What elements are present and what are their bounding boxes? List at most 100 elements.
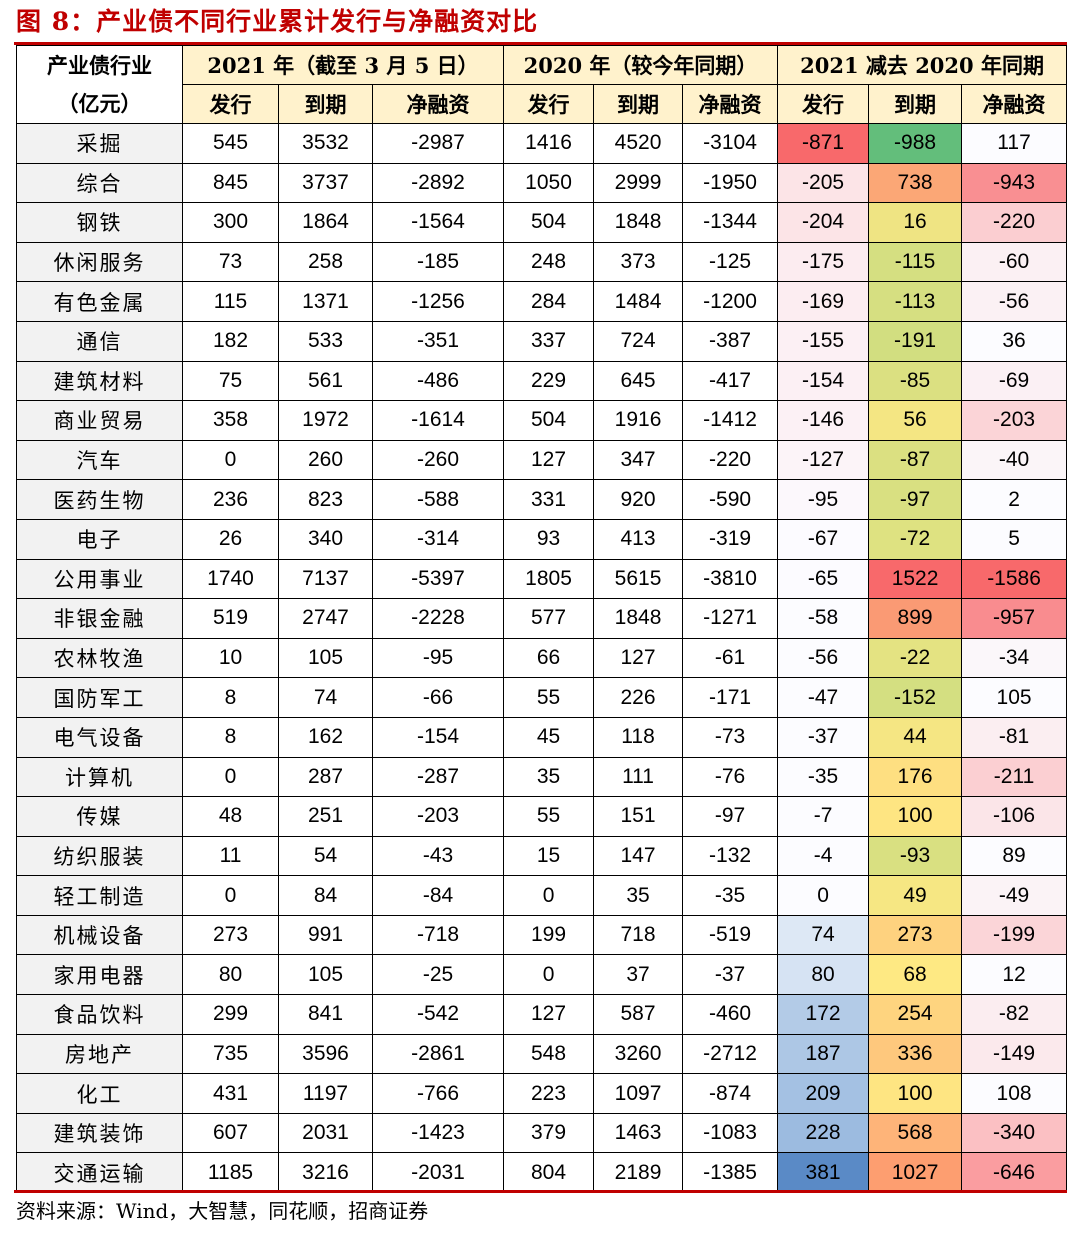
cell-net-2020: -97 [682,796,779,837]
cell-maturity-2021: 2031 [278,1112,373,1154]
cell-net-2020: -73 [682,716,779,758]
cell-issue-2021: 545 [182,123,279,164]
cell-maturity-diff: -22 [868,637,963,679]
cell-maturity-2020: 37 [593,954,684,996]
cell-issue-2021: 431 [182,1073,279,1114]
table-row: 汽车 0 260 -260 127 347 -220 -127 -87 -40 [16,439,1068,481]
cell-net-diff: -56 [961,281,1068,322]
cell-net-diff: -1586 [961,558,1068,600]
cell-maturity-2021: 340 [278,518,373,560]
cell-issue-2020: 804 [503,1152,595,1194]
cell-net-2020: -387 [682,320,779,362]
cell-maturity-2020: 1463 [593,1112,684,1154]
cell-issue-2021: 300 [182,202,279,243]
subheader-net-financing: 净融资 [682,84,779,124]
cell-maturity-diff: 568 [868,1112,963,1154]
cell-net-2021: -2892 [371,162,505,204]
cell-issue-diff: -65 [777,558,870,600]
table-row: 电子 26 340 -314 93 413 -319 -67 -72 5 [16,518,1068,560]
cell-issue-diff: -204 [777,202,870,243]
cell-issue-2021: 236 [182,479,279,520]
cell-maturity-2021: 2747 [278,598,373,639]
cell-maturity-diff: -115 [868,241,963,283]
cell-net-2021: -588 [371,479,505,520]
cell-net-2020: -519 [682,914,779,956]
table-row: 计算机 0 287 -287 35 111 -76 -35 176 -211 [16,756,1068,798]
cell-maturity-2020: 3260 [593,1033,684,1075]
cell-issue-2021: 0 [182,756,279,798]
table-row: 建筑材料 75 561 -486 229 645 -417 -154 -85 -69 [16,360,1068,402]
cell-net-2021: -5397 [371,558,505,600]
industry-name-cell: 休闲服务 [16,241,183,283]
cell-maturity-2021: 841 [278,994,373,1035]
cell-net-diff: -957 [961,598,1068,639]
cell-issue-diff: 74 [777,914,870,956]
cell-maturity-2020: 645 [593,360,684,402]
subheader-issue: 发行 [182,84,279,124]
cell-net-diff: 89 [961,835,1068,877]
cell-maturity-2020: 147 [593,835,684,877]
industry-name-cell: 轻工制造 [16,875,183,916]
cell-net-2020: -171 [682,677,779,718]
cell-issue-2021: 10 [182,637,279,679]
industry-name-cell: 电气设备 [16,716,183,758]
industry-name-cell: 国防军工 [16,677,183,718]
top-rule [14,42,1067,45]
industry-name-cell: 通信 [16,320,183,362]
cell-maturity-diff: -72 [868,518,963,560]
cell-maturity-2021: 3596 [278,1033,373,1075]
cell-net-2021: -95 [371,637,505,679]
cell-issue-2020: 284 [503,281,595,322]
cell-maturity-2021: 258 [278,241,373,283]
cell-maturity-diff: 56 [868,400,963,441]
cell-net-diff: -34 [961,637,1068,679]
industry-name-cell: 计算机 [16,756,183,798]
cell-issue-diff: 0 [777,875,870,916]
cell-maturity-2021: 533 [278,320,373,362]
cell-maturity-diff: 254 [868,994,963,1035]
industry-name-cell: 农林牧渔 [16,637,183,679]
cell-net-diff: 105 [961,677,1068,718]
table-row: 休闲服务 73 258 -185 248 373 -125 -175 -115 -60 [16,241,1068,283]
cell-net-2020: -319 [682,518,779,560]
cell-maturity-2021: 260 [278,439,373,481]
cell-net-diff: 12 [961,954,1068,996]
cell-maturity-2021: 1972 [278,400,373,441]
industry-name-cell: 食品饮料 [16,994,183,1035]
cell-net-diff: -149 [961,1033,1068,1075]
cell-issue-2021: 358 [182,400,279,441]
industry-name-cell: 综合 [16,162,183,204]
cell-net-diff: -220 [961,202,1068,243]
cell-issue-2020: 66 [503,637,595,679]
cell-net-2020: -417 [682,360,779,402]
cell-maturity-diff: -93 [868,835,963,877]
cell-maturity-diff: -191 [868,320,963,362]
cell-issue-diff: -47 [777,677,870,718]
cell-maturity-2021: 3737 [278,162,373,204]
cell-issue-2020: 0 [503,875,595,916]
cell-maturity-diff: 16 [868,202,963,243]
cell-maturity-2020: 1848 [593,598,684,639]
cell-net-2020: -220 [682,439,779,481]
subheader-maturity: 到期 [278,84,373,124]
cell-issue-diff: -205 [777,162,870,204]
cell-issue-diff: -154 [777,360,870,402]
table-row: 食品饮料 299 841 -542 127 587 -460 172 254 -82 [16,994,1068,1035]
cell-issue-2020: 127 [503,439,595,481]
cell-maturity-diff: -988 [868,123,963,164]
cell-maturity-2021: 251 [278,796,373,837]
industry-name-cell: 钢铁 [16,202,183,243]
cell-net-2020: -874 [682,1073,779,1114]
cell-maturity-2020: 111 [593,756,684,798]
industry-name-cell: 公用事业 [16,558,183,600]
cell-issue-2021: 73 [182,241,279,283]
cell-net-2020: -132 [682,835,779,877]
cell-issue-2021: 80 [182,954,279,996]
industry-name-cell: 交通运输 [16,1152,183,1194]
industry-name-cell: 医药生物 [16,479,183,520]
cell-maturity-diff: 44 [868,716,963,758]
cell-issue-2021: 115 [182,281,279,322]
industry-name-cell: 建筑材料 [16,360,183,402]
cell-maturity-2020: 347 [593,439,684,481]
cell-issue-diff: 228 [777,1112,870,1154]
